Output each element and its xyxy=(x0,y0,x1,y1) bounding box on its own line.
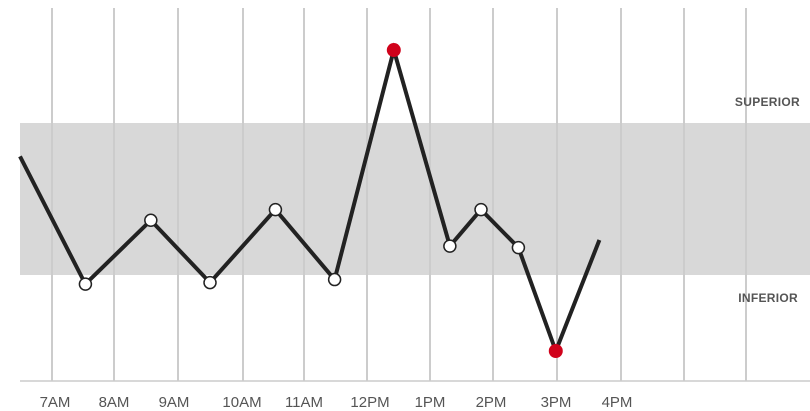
band-upper-label: SUPERIOR xyxy=(735,95,800,109)
alert-data-point xyxy=(548,344,563,358)
x-tick-label: 12PM xyxy=(350,394,389,411)
x-tick-label: 2PM xyxy=(476,394,507,411)
x-tick-label: 8AM xyxy=(99,394,130,411)
x-tick-label: 1PM xyxy=(415,394,446,411)
data-point xyxy=(78,277,93,291)
x-tick-label: 9AM xyxy=(159,394,190,411)
data-point xyxy=(268,202,283,217)
x-tick-label: 4PM xyxy=(602,394,633,411)
x-tick-label: 7AM xyxy=(40,394,71,411)
x-tick-label: 3PM xyxy=(541,394,572,411)
data-point xyxy=(327,272,342,287)
data-markers xyxy=(78,43,563,358)
vertical-gridlines xyxy=(51,8,747,381)
data-point xyxy=(203,275,217,290)
x-tick-label: 10AM xyxy=(222,394,261,411)
data-point xyxy=(474,202,488,217)
data-point xyxy=(443,239,457,253)
normal-range-band xyxy=(20,123,810,275)
x-tick-labels: 7AM 8AM 9AM 10AM 11AM 12PM 1PM 2PM 3PM 4PM xyxy=(40,394,633,411)
data-point xyxy=(511,240,526,255)
data-point xyxy=(144,213,158,228)
band-lower-label: INFERIOR xyxy=(738,291,798,305)
series-line xyxy=(18,42,602,357)
x-tick-label: 11AM xyxy=(285,394,323,411)
alert-data-point xyxy=(386,43,401,58)
